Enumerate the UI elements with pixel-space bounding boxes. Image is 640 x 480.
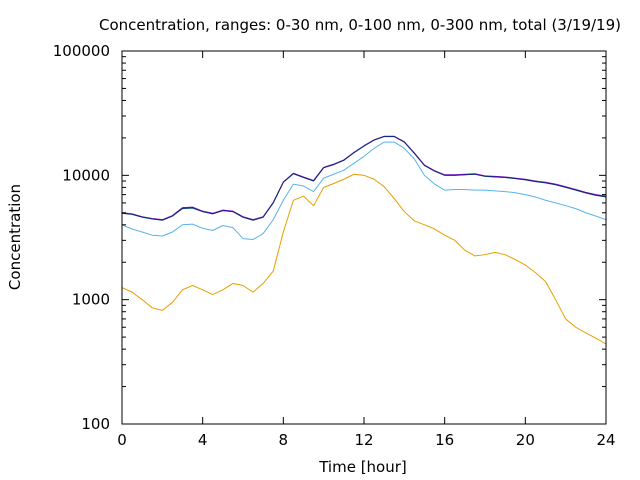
x-tick-label: 8	[279, 431, 289, 449]
plot-frame	[121, 50, 607, 425]
x-tick-label: 20	[516, 431, 535, 449]
tick-layer: 0 4 8 12 16 20 24 100 1000 10000 100000	[53, 42, 616, 449]
series-line-1	[121, 173, 607, 345]
x-tick-label: 4	[198, 431, 208, 449]
x-tick-label: 12	[354, 431, 373, 449]
x-tick-label: 24	[596, 431, 615, 449]
x-tick-label: 16	[435, 431, 454, 449]
y-tick-label: 10000	[62, 166, 110, 184]
y-axis-label: Concentration	[6, 184, 24, 290]
series-line-2	[121, 141, 607, 240]
y-tick-label: 100000	[53, 42, 110, 60]
series-line-4	[121, 135, 607, 221]
series-layer	[121, 135, 607, 345]
x-axis-label: Time [hour]	[318, 458, 407, 476]
y-tick-label: 100	[81, 415, 110, 433]
series-line-5	[121, 136, 607, 221]
chart-title: Concentration, ranges: 0-30 nm, 0-100 nm…	[99, 16, 621, 34]
y-tick-label: 1000	[72, 291, 110, 309]
x-tick-label: 0	[117, 431, 127, 449]
